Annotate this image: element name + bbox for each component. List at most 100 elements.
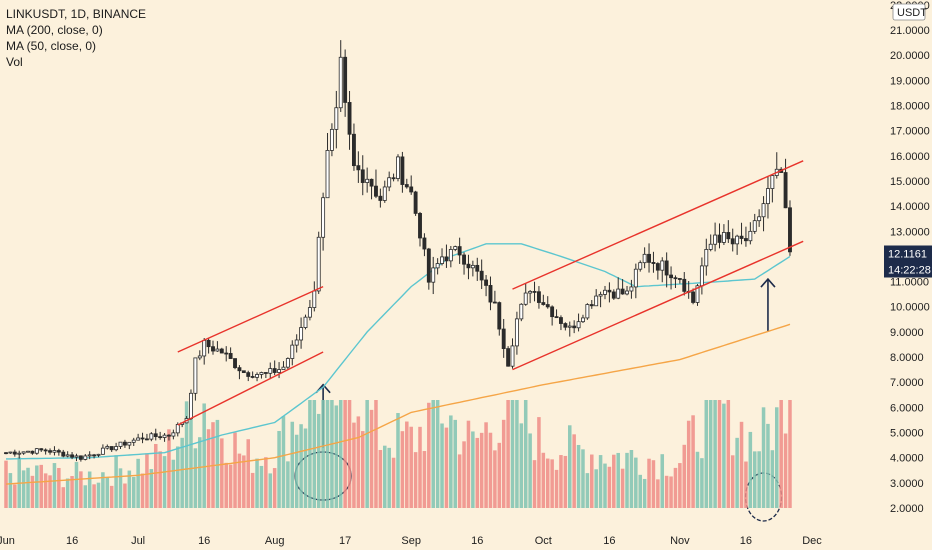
volume-bar [286, 461, 290, 508]
candle-up [325, 150, 330, 199]
volume-bar [118, 468, 123, 508]
candle-up [321, 197, 326, 238]
candle-up [523, 292, 528, 305]
price-tick-label: 15.0000 [890, 176, 930, 188]
volume-bar [779, 400, 783, 508]
candle-up [704, 249, 709, 267]
volume-bar [198, 437, 202, 508]
volume-bar [497, 442, 502, 508]
volume-bar [114, 455, 118, 508]
candle-up [519, 303, 524, 320]
volume-bar [563, 455, 568, 508]
volume-bar [202, 403, 206, 508]
volume-bar [462, 441, 466, 508]
volume-bar [616, 452, 620, 508]
candle-down [536, 291, 541, 303]
time-axis [0, 530, 884, 550]
candle-up [118, 441, 123, 447]
candle-up [290, 344, 295, 359]
legend-symbol-line[interactable]: LINKUSDT, 1D, BINANCE [6, 7, 147, 21]
time-tick-label: Sep [401, 535, 421, 547]
candle-down [682, 278, 687, 292]
legend-vol[interactable]: Vol [6, 55, 23, 69]
candle-up [699, 265, 704, 287]
volume-bar [149, 469, 154, 508]
candle-down [246, 372, 251, 377]
volume-bar [629, 450, 634, 508]
volume-bar [356, 416, 361, 508]
volume-bar [383, 445, 387, 508]
volume-bar [48, 475, 52, 508]
volume-bar [766, 423, 770, 508]
candle-down [237, 367, 242, 372]
volume-bar [158, 451, 162, 508]
candle-down [409, 186, 414, 193]
candle-down [404, 184, 409, 188]
candle-up [277, 369, 282, 373]
candle-down [70, 454, 74, 458]
candle-up [136, 437, 141, 441]
candle-down [484, 279, 489, 286]
candle-up [74, 455, 79, 458]
candle-down [726, 232, 731, 240]
candle-down [369, 178, 374, 187]
price-tick-label: 17.0000 [890, 126, 930, 138]
candle-up [453, 246, 458, 250]
volume-bar [171, 459, 176, 508]
price-tick-label: 16.0000 [890, 151, 930, 163]
volume-bar [515, 400, 519, 508]
volume-bar [453, 419, 457, 508]
time-tick-label: 16 [198, 535, 210, 547]
candle-down [12, 451, 17, 455]
candle-down [655, 263, 660, 271]
volume-bar [338, 400, 343, 508]
candle-down [241, 370, 246, 374]
volume-bar [39, 464, 43, 508]
candle-down [378, 195, 383, 201]
price-tick-label: 19.0000 [890, 75, 930, 87]
candle-up [299, 327, 304, 341]
candle-down [466, 263, 471, 269]
volume-bar [682, 444, 687, 508]
volume-bar [409, 426, 413, 508]
candle-down [497, 302, 502, 330]
volume-bar [625, 452, 629, 508]
volume-bar [647, 458, 651, 508]
volume-bar [713, 400, 717, 508]
volume-bar [167, 429, 171, 508]
legend-ma50[interactable]: MA (50, close, 0) [6, 39, 97, 53]
candle-down [673, 277, 678, 280]
volume-bar [21, 470, 26, 508]
volume-bar [224, 462, 228, 508]
volume-bar [250, 472, 255, 508]
candle-up [127, 441, 132, 446]
channel-line-2 [177, 351, 324, 426]
volume-bar [708, 400, 713, 508]
candle-down [506, 348, 511, 367]
volume-bar [585, 473, 590, 508]
price-tick-label: 7.0000 [890, 377, 924, 389]
price-tick-label: 5.0000 [890, 428, 924, 440]
volume-bar [431, 400, 435, 508]
candle-up [594, 295, 599, 307]
time-tick-label: 16 [603, 535, 615, 547]
legend-ma200[interactable]: MA (200, close, 0) [6, 23, 103, 37]
candle-down [61, 451, 66, 457]
price-tick-label: 20.0000 [890, 50, 930, 62]
volume-bar [74, 461, 79, 508]
candle-down [563, 323, 568, 328]
volume-bar [506, 400, 510, 508]
time-tick-label: Oct [535, 535, 552, 547]
candle-down [545, 304, 550, 308]
candle-up [268, 368, 273, 374]
candle-down [457, 246, 462, 256]
candle-up [567, 325, 572, 328]
candle-down [374, 185, 378, 197]
volume-bar [352, 422, 356, 508]
candle-up [100, 447, 105, 455]
volume-bar [334, 405, 339, 508]
candle-up [585, 304, 590, 319]
volume-bar [519, 423, 524, 508]
